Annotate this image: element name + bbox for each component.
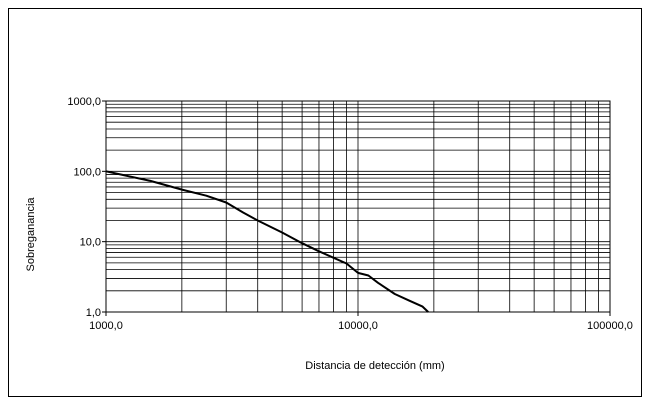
y-tick-label: 1,0 — [86, 307, 101, 319]
x-tick-labels: 1000,0 10000,0 100000,0 — [89, 312, 633, 332]
y-tick-label: 1000,0 — [67, 96, 101, 108]
y-tick-label: 10,0 — [80, 237, 101, 249]
y-tick-labels: 1,0 10,0 100,0 1000,0 — [67, 96, 106, 319]
x-tick-label: 1000,0 — [89, 320, 123, 332]
y-axis-title: Sobreganancia — [25, 197, 37, 272]
y-tick-label: 100,0 — [73, 166, 101, 178]
x-tick-label: 100000,0 — [587, 320, 633, 332]
x-tick-label: 10000,0 — [338, 320, 378, 332]
x-axis-title: Distancia de detección (mm) — [305, 360, 444, 372]
series-layer — [105, 170, 429, 313]
chart-frame: 1000,0 10000,0 100000,0 1,0 10,0 100,0 1000,0… — [8, 8, 642, 397]
horizontal-gridlines — [106, 103, 610, 292]
chart-svg: 1000,0 10000,0 100000,0 1,0 10,0 100,0 1000,0… — [25, 96, 633, 372]
series-line — [105, 170, 429, 313]
vertical-gridlines — [181, 101, 599, 312]
